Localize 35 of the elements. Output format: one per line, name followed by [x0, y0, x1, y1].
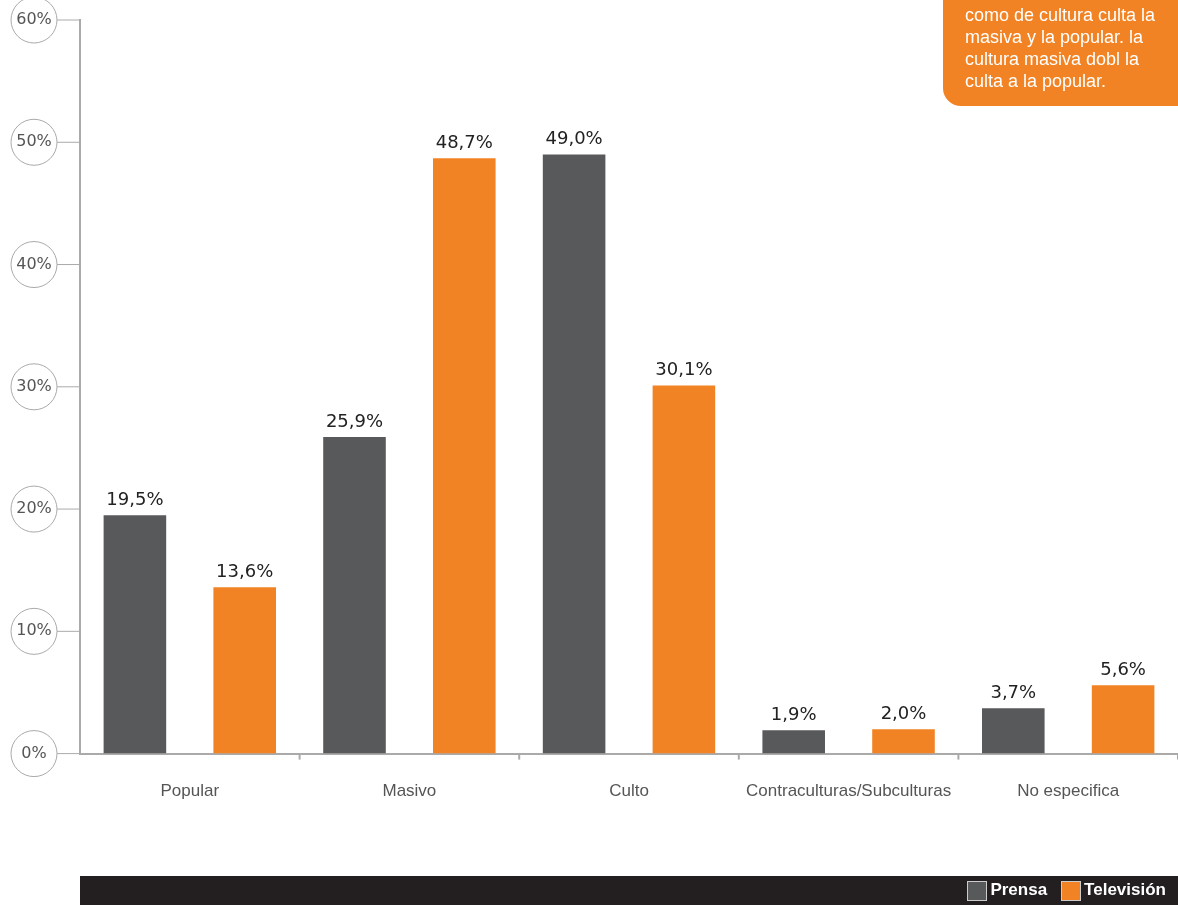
data-label: 1,9% [770, 703, 817, 725]
bar [103, 515, 167, 754]
bar [1091, 685, 1155, 754]
x-tick-label: No especifica [1017, 781, 1120, 801]
y-tick-label: 50% [16, 131, 52, 151]
bar [433, 158, 496, 754]
y-tick-label: 20% [16, 498, 52, 518]
data-label: 30,1% [655, 358, 713, 380]
bar [323, 436, 386, 754]
data-label: 5,6% [1100, 657, 1146, 679]
bar [542, 154, 606, 754]
legend-label: Prensa [989, 880, 1048, 901]
y-tick-label: 30% [16, 375, 52, 395]
data-label: 48,7% [435, 130, 493, 152]
data-label: 49,0% [545, 127, 603, 149]
data-label: 19,5% [106, 487, 164, 509]
data-label: 2,0% [880, 701, 927, 723]
x-tick-label: Culto [609, 781, 649, 801]
data-label: 3,7% [990, 681, 1037, 703]
x-tick-label: Masivo [382, 781, 437, 801]
data-label: 13,6% [216, 559, 274, 581]
x-tick-label: Popular [160, 781, 220, 801]
annotation: como de cultura culta la masiva y la popular. la cultura masiva dobl la culta a la popular. [943, 0, 1178, 106]
bar [762, 730, 825, 754]
y-tick-label: 10% [16, 620, 52, 640]
legend-label: Televisión [1083, 880, 1166, 901]
bar [982, 708, 1045, 754]
x-tick-label: Contraculturas/Subculturas [746, 781, 952, 801]
y-tick-label: 40% [16, 253, 52, 273]
y-tick-label: 60% [16, 9, 52, 29]
y-tick-label: 0% [21, 742, 47, 762]
data-label: 25,9% [325, 409, 384, 431]
bar [213, 587, 276, 754]
bar [872, 729, 935, 754]
bar [652, 385, 716, 754]
